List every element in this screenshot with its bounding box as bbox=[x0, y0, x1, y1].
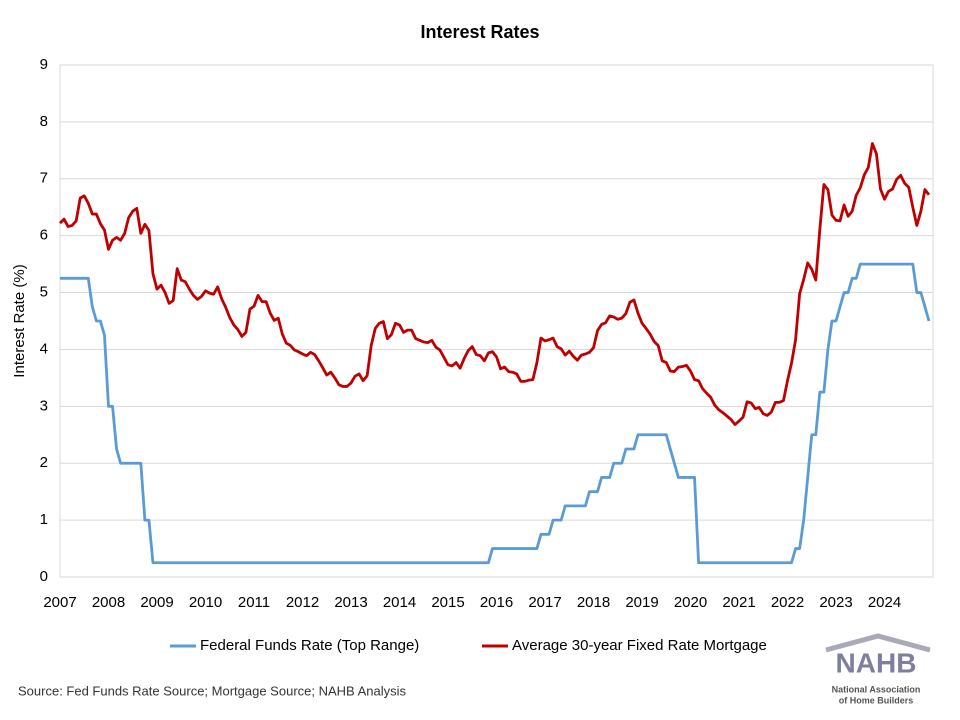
x-tick-label: 2016 bbox=[480, 594, 513, 611]
logo-roof bbox=[825, 633, 931, 653]
legend-label: Federal Funds Rate (Top Range) bbox=[200, 637, 419, 654]
x-tick-label: 2015 bbox=[431, 594, 464, 611]
y-axis-label: Interest Rate (%) bbox=[11, 264, 28, 377]
x-tick-label: 2011 bbox=[238, 594, 270, 611]
y-tick-label: 0 bbox=[40, 568, 48, 585]
series-line bbox=[59, 142, 931, 426]
x-tick-label: 2018 bbox=[577, 594, 610, 611]
x-tick-label: 2023 bbox=[819, 594, 852, 611]
x-tick-label: 2017 bbox=[528, 594, 561, 611]
y-tick-label: 2 bbox=[40, 454, 48, 471]
x-tick-label: 2024 bbox=[868, 594, 901, 611]
logo-text: NAHB bbox=[836, 647, 917, 678]
y-tick-label: 6 bbox=[40, 227, 48, 244]
y-tick-label: 8 bbox=[40, 113, 48, 130]
y-tick-label: 4 bbox=[40, 340, 48, 357]
x-tick-label: 2009 bbox=[140, 594, 173, 611]
chart-title: Interest Rates bbox=[420, 22, 539, 42]
x-tick-label: 2007 bbox=[43, 594, 76, 611]
x-tick-label: 2019 bbox=[625, 594, 658, 611]
y-tick-label: 9 bbox=[40, 56, 48, 73]
source-note: Source: Fed Funds Rate Source; Mortgage … bbox=[18, 683, 407, 698]
y-tick-label: 3 bbox=[40, 397, 48, 414]
y-tick-label: 1 bbox=[40, 511, 48, 528]
x-tick-label: 2008 bbox=[92, 594, 125, 611]
x-tick-label: 2020 bbox=[674, 594, 707, 611]
logo: NAHB National Association of Home Builde… bbox=[825, 633, 931, 705]
y-tick-label: 5 bbox=[40, 284, 48, 301]
x-tick-label: 2014 bbox=[383, 594, 416, 611]
legend-label: Average 30-year Fixed Rate Mortgage bbox=[512, 637, 767, 654]
plot-frame bbox=[59, 64, 934, 578]
x-tick-label: 2010 bbox=[189, 594, 222, 611]
x-tick-label: 2012 bbox=[286, 594, 319, 611]
logo-caption: of Home Builders bbox=[839, 695, 914, 705]
x-tick-label: 2013 bbox=[334, 594, 367, 611]
x-tick-label: 2021 bbox=[722, 594, 755, 611]
y-tick-label: 7 bbox=[40, 170, 48, 187]
series-line bbox=[60, 262, 931, 565]
x-tick-label: 2022 bbox=[771, 594, 804, 611]
logo-caption: National Association bbox=[832, 684, 921, 694]
